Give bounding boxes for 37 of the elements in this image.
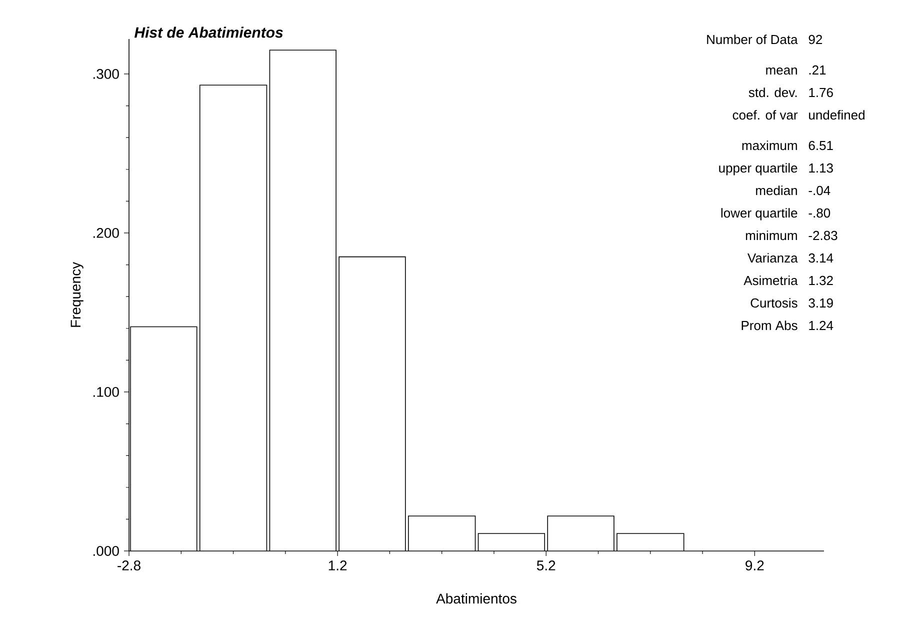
annotation: maximum — [742, 140, 797, 150]
annotation: upper quartile — [719, 163, 798, 176]
chart-title: Hist de Abatimientos — [134, 26, 283, 38]
annotation: Curtosis — [750, 298, 798, 308]
annotation: Asimetria — [744, 276, 798, 286]
annotation: -.04 — [808, 186, 830, 196]
annotation: Varianza — [748, 253, 798, 263]
annotation: minimum — [746, 230, 797, 240]
annotation: 1.32 — [809, 276, 833, 286]
y-tick-label: .200 — [94, 228, 119, 238]
annotation: 1.76 — [809, 88, 833, 98]
annotation: undefined — [809, 110, 864, 120]
annotation: 3.14 — [808, 253, 834, 263]
x-tick-label: 1.2 — [328, 560, 347, 570]
annotation: median — [756, 186, 797, 196]
annotation: mean — [766, 67, 797, 75]
annotation: Prom Abs — [742, 320, 798, 330]
y-tick-label: .100 — [94, 387, 119, 397]
annotation: .21 — [809, 65, 826, 74]
annotation: std. dev. — [748, 88, 797, 98]
x-axis-title: Abatimientos — [436, 593, 516, 604]
y-axis-title: Frequency — [70, 262, 84, 327]
annotation: -2.83 — [808, 230, 838, 240]
x-tick-label: 9.2 — [746, 560, 764, 570]
annotation: Number of Data — [707, 34, 798, 44]
annotation: 1.24 — [809, 320, 834, 330]
y-tick-label: .300 — [94, 69, 119, 79]
annotation: lower quartile — [721, 208, 798, 220]
y-tick-label: .000 — [94, 546, 119, 556]
annotation: coef. of var — [732, 110, 798, 120]
annotation: 1.13 — [809, 163, 833, 173]
x-tick-label: -2.8 — [118, 560, 140, 570]
annotation: 92 — [808, 34, 822, 44]
annotation: 6.51 — [808, 140, 833, 150]
annotation: -.80 — [808, 208, 830, 218]
annotation: 3.19 — [808, 298, 833, 308]
x-tick-label: 5.2 — [536, 560, 556, 570]
